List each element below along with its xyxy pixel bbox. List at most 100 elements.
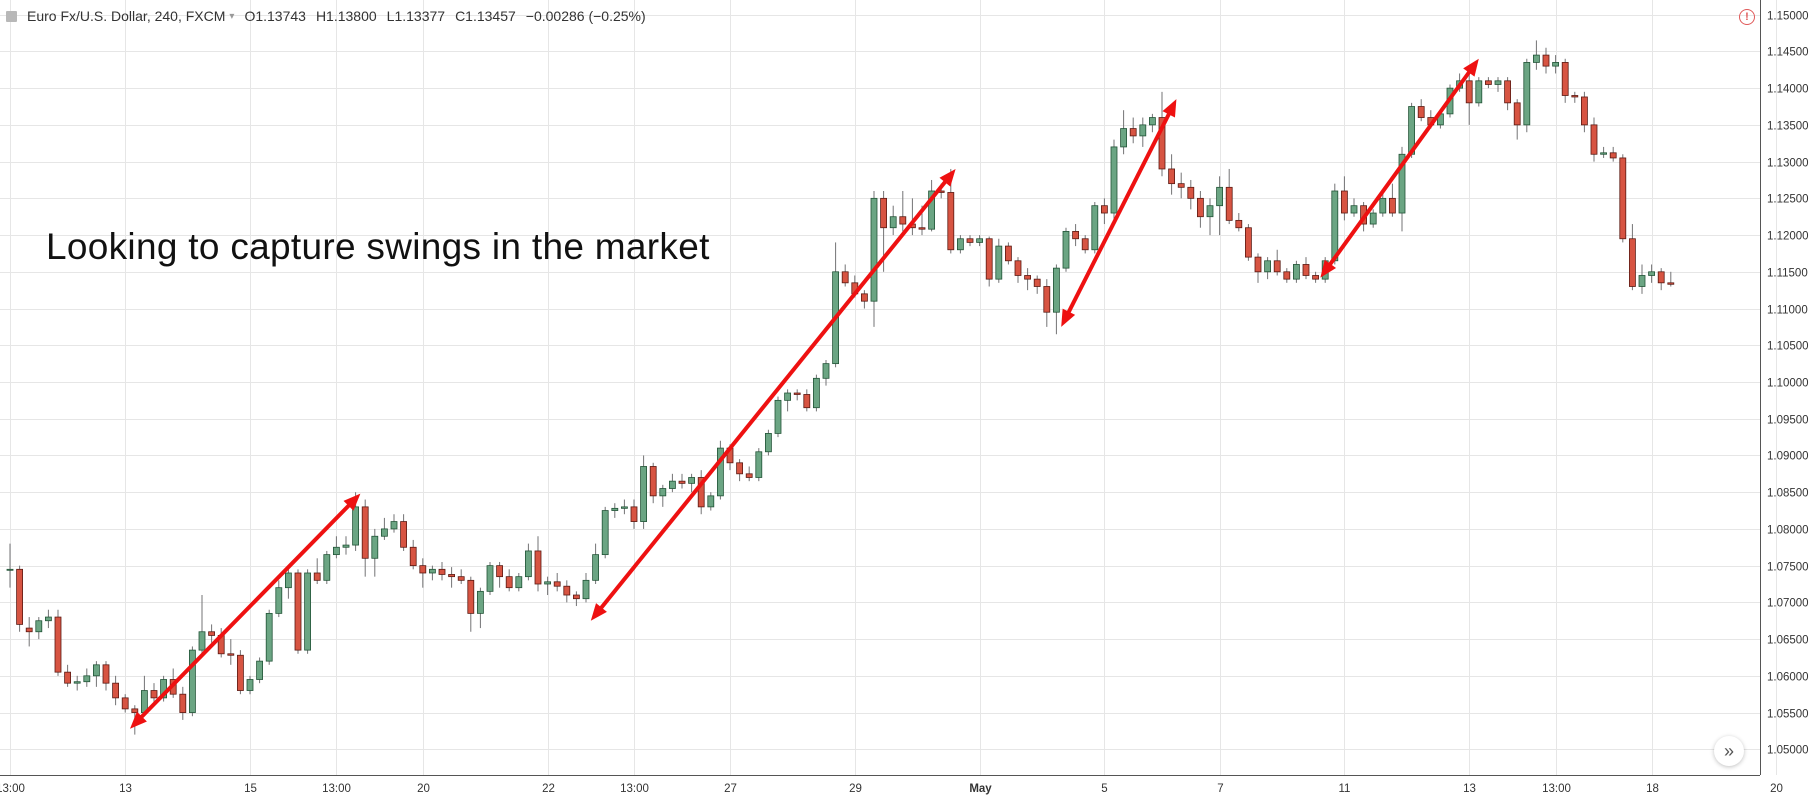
candle bbox=[419, 558, 427, 588]
time-tick-label: 18 bbox=[1646, 783, 1659, 795]
candle-body bbox=[1417, 106, 1425, 118]
candle bbox=[774, 396, 782, 438]
candle-body bbox=[1225, 186, 1233, 221]
candle bbox=[1149, 113, 1156, 133]
candle-body bbox=[976, 238, 983, 243]
price-tick-label: 1.11500 bbox=[1767, 268, 1808, 280]
arrow-shaft bbox=[1325, 67, 1474, 270]
candle bbox=[284, 569, 292, 599]
low-value: L1.13377 bbox=[386, 8, 446, 24]
candle bbox=[179, 686, 187, 720]
candle-body bbox=[179, 693, 187, 713]
candle-body bbox=[1216, 186, 1223, 207]
annotation-arrows bbox=[130, 58, 1479, 729]
caret-down-icon[interactable]: ▾ bbox=[229, 10, 235, 22]
close-value: C1.13457 bbox=[455, 8, 516, 24]
symbol-square-icon[interactable] bbox=[6, 10, 17, 22]
candle bbox=[1043, 279, 1051, 327]
candle-body bbox=[534, 550, 542, 585]
candle-body bbox=[102, 664, 110, 684]
candle bbox=[717, 440, 724, 500]
arrow-head bbox=[130, 711, 147, 729]
candle-body bbox=[1062, 230, 1070, 269]
candle-body bbox=[323, 554, 331, 581]
candle bbox=[985, 236, 993, 287]
price-tick-label: 1.13000 bbox=[1767, 158, 1809, 170]
candle bbox=[563, 580, 571, 603]
candle-body bbox=[438, 568, 446, 575]
candle bbox=[1081, 235, 1089, 254]
symbol-title[interactable]: Euro Fx/U.S. Dollar, 240, FXCM bbox=[27, 8, 226, 24]
candle bbox=[246, 675, 254, 695]
candle-body bbox=[1149, 117, 1156, 126]
candle-body bbox=[630, 506, 638, 522]
candle bbox=[1552, 55, 1559, 74]
candle bbox=[1533, 40, 1540, 70]
alert-circle-icon[interactable]: ! bbox=[1739, 9, 1755, 25]
candle bbox=[25, 617, 33, 647]
candle bbox=[342, 536, 350, 555]
candle bbox=[1264, 257, 1271, 280]
candle-body bbox=[1312, 275, 1319, 280]
price-tick-label: 1.06500 bbox=[1767, 635, 1809, 647]
candle bbox=[688, 473, 695, 493]
candle-body bbox=[515, 576, 523, 589]
candle-body bbox=[188, 649, 196, 713]
candle bbox=[707, 492, 715, 511]
candle bbox=[525, 543, 532, 581]
candle-body bbox=[1081, 238, 1089, 251]
candle bbox=[630, 499, 638, 529]
candle-body bbox=[457, 576, 465, 581]
candle-body bbox=[428, 568, 436, 574]
candle bbox=[313, 558, 321, 585]
chart-legend: Euro Fx/U.S. Dollar, 240, FXCM ▾ O1.1374… bbox=[6, 6, 646, 26]
candle-body bbox=[774, 399, 782, 434]
candle-body bbox=[1533, 54, 1540, 63]
candle-body bbox=[1398, 153, 1406, 214]
candle bbox=[1369, 209, 1377, 228]
candle bbox=[1120, 110, 1127, 155]
candle-body bbox=[1187, 186, 1195, 199]
ohlc-values: O1.13743 H1.13800 L1.13377 C1.13457 −0.0… bbox=[244, 8, 645, 24]
candle bbox=[1475, 77, 1483, 107]
time-tick-label: 13:00 bbox=[1542, 783, 1571, 795]
candle-body bbox=[64, 671, 71, 684]
candle-body bbox=[899, 216, 907, 225]
candle-body bbox=[476, 590, 484, 614]
candle-body bbox=[1235, 219, 1243, 229]
candle bbox=[294, 569, 302, 654]
scroll-to-realtime-button[interactable]: » bbox=[1714, 736, 1744, 766]
candle bbox=[1581, 91, 1588, 133]
swing-arrow bbox=[1061, 99, 1177, 327]
candle bbox=[803, 389, 811, 412]
candle bbox=[35, 617, 43, 640]
candle bbox=[1609, 146, 1617, 162]
candle bbox=[841, 264, 849, 287]
candle bbox=[1014, 257, 1022, 283]
candle-body bbox=[793, 392, 801, 395]
candle bbox=[765, 429, 772, 456]
candle bbox=[198, 595, 206, 654]
candle bbox=[582, 572, 590, 603]
candle bbox=[1158, 91, 1166, 177]
candle bbox=[1657, 268, 1665, 291]
candle-body bbox=[1177, 183, 1185, 188]
candle bbox=[861, 290, 868, 309]
candle-body bbox=[803, 394, 811, 409]
arrow-head bbox=[1061, 308, 1076, 327]
candle-body bbox=[1523, 62, 1531, 126]
candle bbox=[438, 561, 446, 581]
candle-body bbox=[246, 679, 254, 691]
candle bbox=[1197, 190, 1204, 228]
candle bbox=[467, 576, 475, 632]
candle-body bbox=[1331, 190, 1339, 262]
candle-body bbox=[563, 585, 571, 596]
candle bbox=[1273, 249, 1281, 276]
candle-body bbox=[621, 506, 628, 509]
candle-body bbox=[121, 697, 129, 710]
candle-body bbox=[1302, 264, 1310, 276]
candle bbox=[1619, 154, 1627, 243]
candle bbox=[265, 609, 273, 665]
